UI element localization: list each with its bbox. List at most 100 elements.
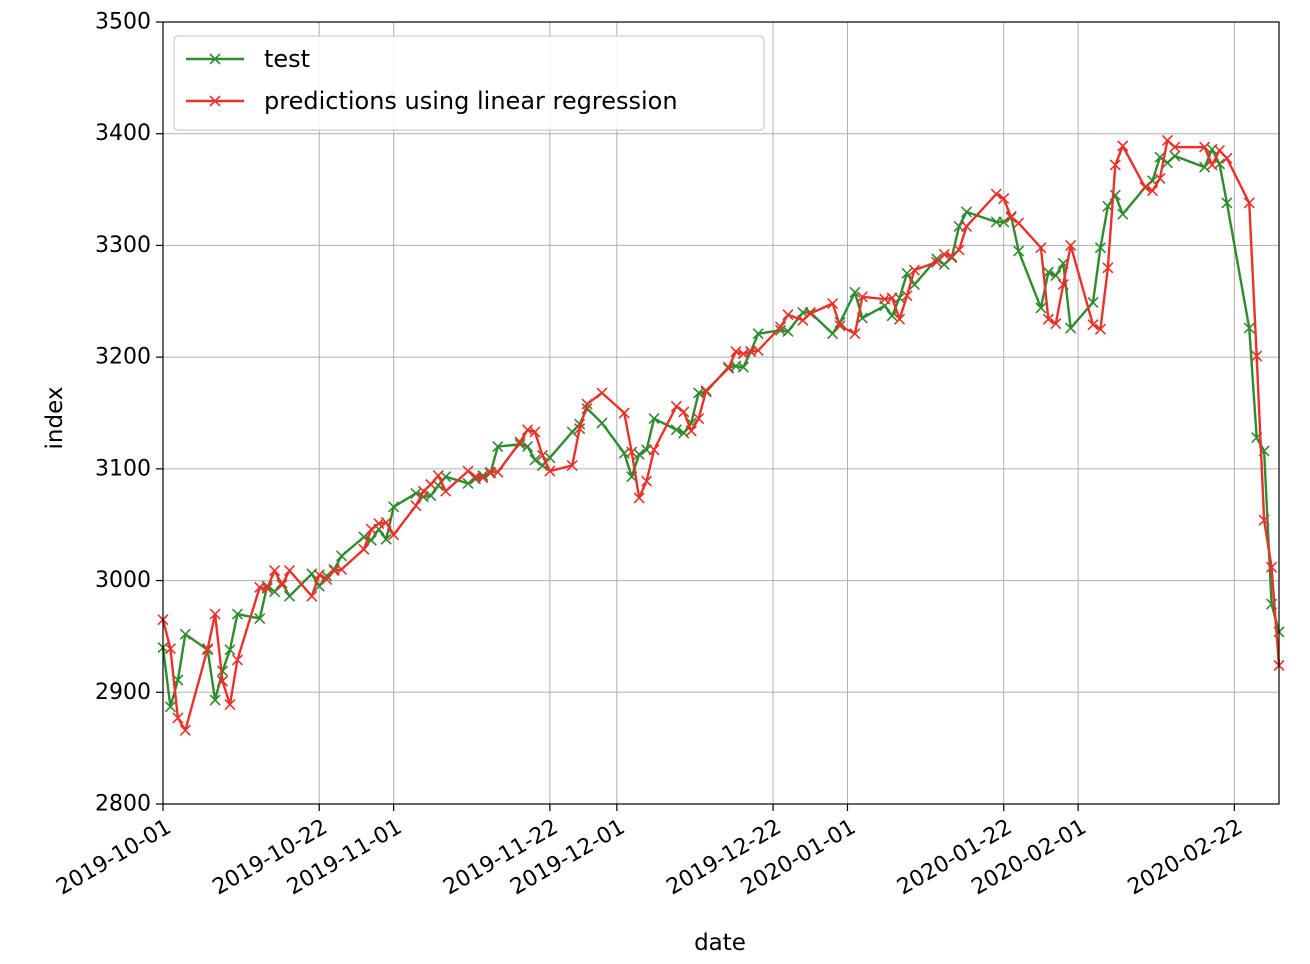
data-point-marker — [261, 582, 273, 594]
legend: test predictions using linear regression — [173, 35, 765, 131]
data-point-marker — [1199, 141, 1211, 153]
x-axis-title: date — [694, 930, 746, 956]
data-point-marker — [782, 309, 794, 321]
data-point-marker — [1243, 322, 1255, 334]
data-point-marker — [335, 550, 348, 562]
data-point-marker — [380, 516, 392, 529]
data-point-marker — [514, 436, 526, 448]
data-point-marker — [1065, 239, 1077, 251]
data-point-marker — [1087, 319, 1099, 331]
data-point-marker — [827, 297, 839, 310]
data-point-marker — [335, 563, 348, 575]
data-point-marker — [782, 325, 794, 338]
data-point-marker — [886, 310, 898, 322]
data-point-marker — [1094, 242, 1107, 254]
data-point-marker — [1109, 159, 1121, 171]
data-point-marker — [678, 427, 690, 439]
data-point-marker — [224, 699, 236, 711]
data-point-marker — [849, 328, 861, 340]
data-point-marker — [380, 533, 392, 545]
data-point-marker — [633, 492, 645, 504]
data-point-marker — [1094, 323, 1107, 335]
data-point-marker — [254, 612, 266, 625]
data-point-marker — [216, 675, 229, 687]
data-point-marker — [901, 290, 913, 302]
data-point-marker — [648, 444, 660, 456]
legend-items: test predictions using linear regression — [186, 45, 678, 115]
data-point-marker — [477, 472, 489, 484]
data-point-marker — [737, 361, 749, 373]
data-point-marker — [1146, 185, 1159, 197]
data-point-marker — [960, 206, 973, 218]
data-point-marker — [179, 724, 191, 736]
data-point-marker — [953, 244, 965, 256]
data-point-marker — [685, 425, 697, 437]
data-point-marker — [224, 644, 236, 656]
data-point-marker — [722, 362, 735, 374]
data-point-marker — [425, 478, 437, 491]
data-point-marker — [1013, 217, 1025, 229]
y-tick-label: 3500 — [95, 10, 151, 35]
plot-frame — [162, 21, 1280, 805]
y-tick-label: 3300 — [95, 233, 151, 258]
data-point-marker — [209, 694, 221, 706]
data-point-marker — [618, 407, 630, 419]
data-point-marker — [209, 608, 221, 620]
y-tick-label: 2800 — [95, 792, 151, 817]
y-axis: 2800 2900 3000 3100 3200 3300 3400 3500 — [95, 10, 163, 817]
data-point-marker — [1258, 514, 1270, 526]
data-point-marker — [1035, 302, 1047, 314]
data-point-marker — [737, 348, 749, 360]
data-point-marker — [1154, 172, 1166, 184]
data-point-marker — [179, 628, 191, 640]
data-point-marker — [670, 424, 682, 436]
x-tick-label: 2020-02-22 — [1124, 815, 1247, 901]
data-point-marker — [432, 469, 444, 482]
data-point-marker — [730, 345, 742, 358]
y-tick-label: 2900 — [95, 680, 151, 705]
data-point-marker — [596, 417, 608, 429]
data-point-marker — [1035, 242, 1047, 254]
plot-background — [163, 22, 1279, 804]
data-point-marker — [276, 579, 288, 591]
data-point-marker — [693, 413, 705, 425]
data-point-marker — [1050, 270, 1062, 282]
data-point-marker — [1251, 350, 1263, 362]
data-point-marker — [1013, 245, 1025, 257]
data-point-marker — [1102, 262, 1114, 274]
data-point-marker — [1117, 140, 1129, 152]
series-layer — [157, 134, 1285, 736]
data-point-marker — [998, 216, 1010, 228]
data-point-marker — [752, 328, 764, 340]
y-axis-title: index — [42, 387, 68, 450]
data-point-marker — [581, 398, 593, 410]
data-point-marker — [596, 387, 608, 399]
data-point-marker — [283, 564, 296, 577]
data-point-marker — [670, 400, 682, 412]
data-point-marker — [544, 452, 556, 464]
data-point-marker — [529, 426, 541, 438]
data-point-marker — [521, 424, 534, 436]
data-point-marker — [566, 459, 578, 472]
data-point-marker — [231, 608, 243, 620]
data-point-marker — [425, 490, 437, 502]
data-point-marker — [908, 264, 921, 276]
data-point-marker — [313, 569, 325, 581]
data-point-marker — [529, 454, 541, 466]
y-tick-label: 3100 — [95, 456, 151, 481]
data-point-marker — [544, 465, 556, 477]
data-point-marker — [1050, 318, 1062, 330]
data-point-marker — [648, 413, 660, 425]
data-point-marker — [1221, 152, 1233, 164]
data-point-marker — [834, 320, 846, 332]
data-point-marker — [1199, 161, 1211, 173]
data-point-marker — [536, 449, 549, 462]
y-tick-label: 3400 — [95, 121, 151, 146]
legend-entry: predictions using linear regression — [186, 87, 678, 115]
data-point-marker — [1042, 313, 1054, 325]
data-point-marker — [365, 523, 377, 535]
data-point-marker — [626, 446, 638, 458]
data-point-marker — [388, 529, 400, 541]
